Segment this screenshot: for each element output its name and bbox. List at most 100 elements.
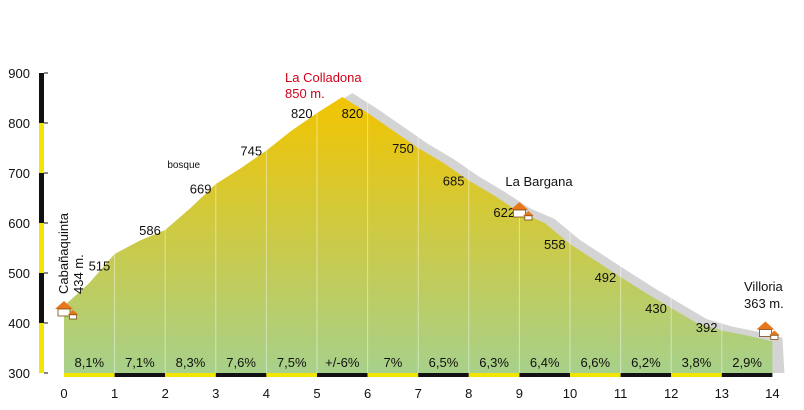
x-axis-band — [114, 373, 166, 377]
x-axis-band — [317, 373, 368, 377]
gradient-label: +/-6% — [325, 355, 360, 370]
y-tick-label: 600 — [8, 216, 30, 231]
x-tick-label: 10 — [563, 386, 577, 401]
house-roof — [510, 202, 529, 210]
y-axis: 300 400 500 600 700 800 900 — [8, 66, 48, 381]
x-tick-label: 7 — [415, 386, 422, 401]
elevation-label: 515 — [89, 259, 111, 274]
x-tick-label: 13 — [715, 386, 729, 401]
elevation-label: 820 — [342, 106, 364, 121]
x-tick-label: 9 — [516, 386, 523, 401]
elevation-data-labels: 515 586 669 745 820 820 750 685 622 558 492 430 392 — [89, 106, 718, 335]
x-axis: 0 1 2 3 4 5 6 7 8 9 10 11 12 13 14 — [60, 373, 780, 401]
y-axis-band — [39, 123, 44, 173]
x-tick-label: 3 — [212, 386, 219, 401]
house-roof — [55, 301, 73, 309]
house-icon — [55, 301, 79, 320]
x-axis-band — [721, 373, 773, 377]
x-axis-band — [570, 373, 621, 377]
y-axis-band — [39, 223, 44, 273]
gradient-label: 6,3% — [479, 355, 509, 370]
house-wall — [513, 209, 526, 218]
x-axis-band — [519, 373, 570, 377]
x-tick-label: 8 — [465, 386, 472, 401]
x-axis-band — [215, 373, 267, 377]
elevation-label: 586 — [139, 223, 161, 238]
gradient-label: 6,2% — [631, 355, 661, 370]
end-place-name: Villoria — [744, 279, 784, 294]
x-tick-label: 6 — [364, 386, 371, 401]
y-tick-label: 400 — [8, 316, 30, 331]
house-wall — [759, 329, 772, 337]
x-axis-band — [367, 373, 419, 377]
gradient-labels: 8,1% 7,1% 8,3% 7,6% 7,5% +/-6% 7% 6,5% 6,3% 6,4% 6… — [74, 355, 762, 370]
segment-divider-layer — [114, 80, 723, 373]
elevation-label: 622 — [493, 205, 515, 220]
gradient-label: 6,5% — [429, 355, 459, 370]
x-axis-band — [64, 373, 115, 377]
elevation-label: 492 — [595, 270, 617, 285]
profile-area-layer — [64, 97, 773, 373]
x-tick-label: 12 — [664, 386, 678, 401]
x-tick-label: 4 — [263, 386, 270, 401]
x-tick-label: 14 — [765, 386, 779, 401]
gradient-label: 7,5% — [277, 355, 307, 370]
gradient-label: 7,1% — [125, 355, 155, 370]
x-tick-label: 0 — [60, 386, 67, 401]
elevation-label: 685 — [443, 174, 465, 189]
x-tick-label: 1 — [111, 386, 118, 401]
mid-place-name: La Bargana — [505, 174, 573, 189]
y-tick-label: 700 — [8, 166, 30, 181]
x-tick-label: 5 — [313, 386, 320, 401]
x-axis-band — [468, 373, 520, 377]
gradient-label: 3,8% — [682, 355, 712, 370]
elevation-label: 669 — [190, 182, 212, 197]
elevation-label: 745 — [240, 144, 262, 159]
profile-area — [64, 97, 773, 373]
y-axis-band — [39, 173, 44, 223]
house-icon — [510, 202, 534, 221]
house-wall — [57, 308, 71, 317]
house-wall — [770, 334, 779, 340]
y-tick-label: 500 — [8, 266, 30, 281]
house-wall — [524, 215, 533, 221]
y-axis-band — [39, 273, 44, 323]
gradient-label: 6,4% — [530, 355, 560, 370]
house-roof — [756, 321, 775, 330]
gradient-label: 7% — [384, 355, 403, 370]
y-axis-band — [39, 73, 44, 123]
peak-name: La Colladona — [285, 70, 362, 85]
x-tick-label: 11 — [614, 386, 628, 401]
y-tick-label: 900 — [8, 66, 30, 81]
x-axis-band — [266, 373, 317, 377]
elevation-label: 392 — [696, 320, 718, 335]
house-wall — [69, 314, 78, 320]
peak-elevation: 850 m. — [285, 86, 325, 101]
x-axis-band — [620, 373, 672, 377]
elevation-label: 430 — [645, 301, 667, 316]
y-axis-band — [39, 323, 44, 373]
x-axis-band — [165, 373, 216, 377]
place-markers: Cabañaquinta 434 m. La Bargana Villoria 363 … — [55, 174, 784, 340]
gradient-label: 7,6% — [226, 355, 256, 370]
end-place-elevation: 363 m. — [744, 296, 784, 311]
elevation-label: 558 — [544, 237, 566, 252]
gradient-label: 2,9% — [732, 355, 762, 370]
elevation-label: 750 — [392, 141, 414, 156]
gradient-label: 8,3% — [176, 355, 206, 370]
y-tick-label: 800 — [8, 116, 30, 131]
house-roof — [67, 310, 79, 315]
gradient-label: 8,1% — [74, 355, 104, 370]
x-axis-band — [671, 373, 722, 377]
start-place-elevation: 434 m. — [71, 254, 86, 294]
house-roof — [523, 211, 534, 216]
house-roof — [769, 330, 780, 336]
terrain-annotation: bosque — [167, 160, 200, 171]
elevation-label: 820 — [291, 106, 313, 121]
start-place-label: Cabañaquinta 434 m. — [56, 212, 86, 294]
house-icon — [756, 321, 780, 340]
y-tick-label: 300 — [8, 366, 30, 381]
gradient-label: 6,6% — [580, 355, 610, 370]
